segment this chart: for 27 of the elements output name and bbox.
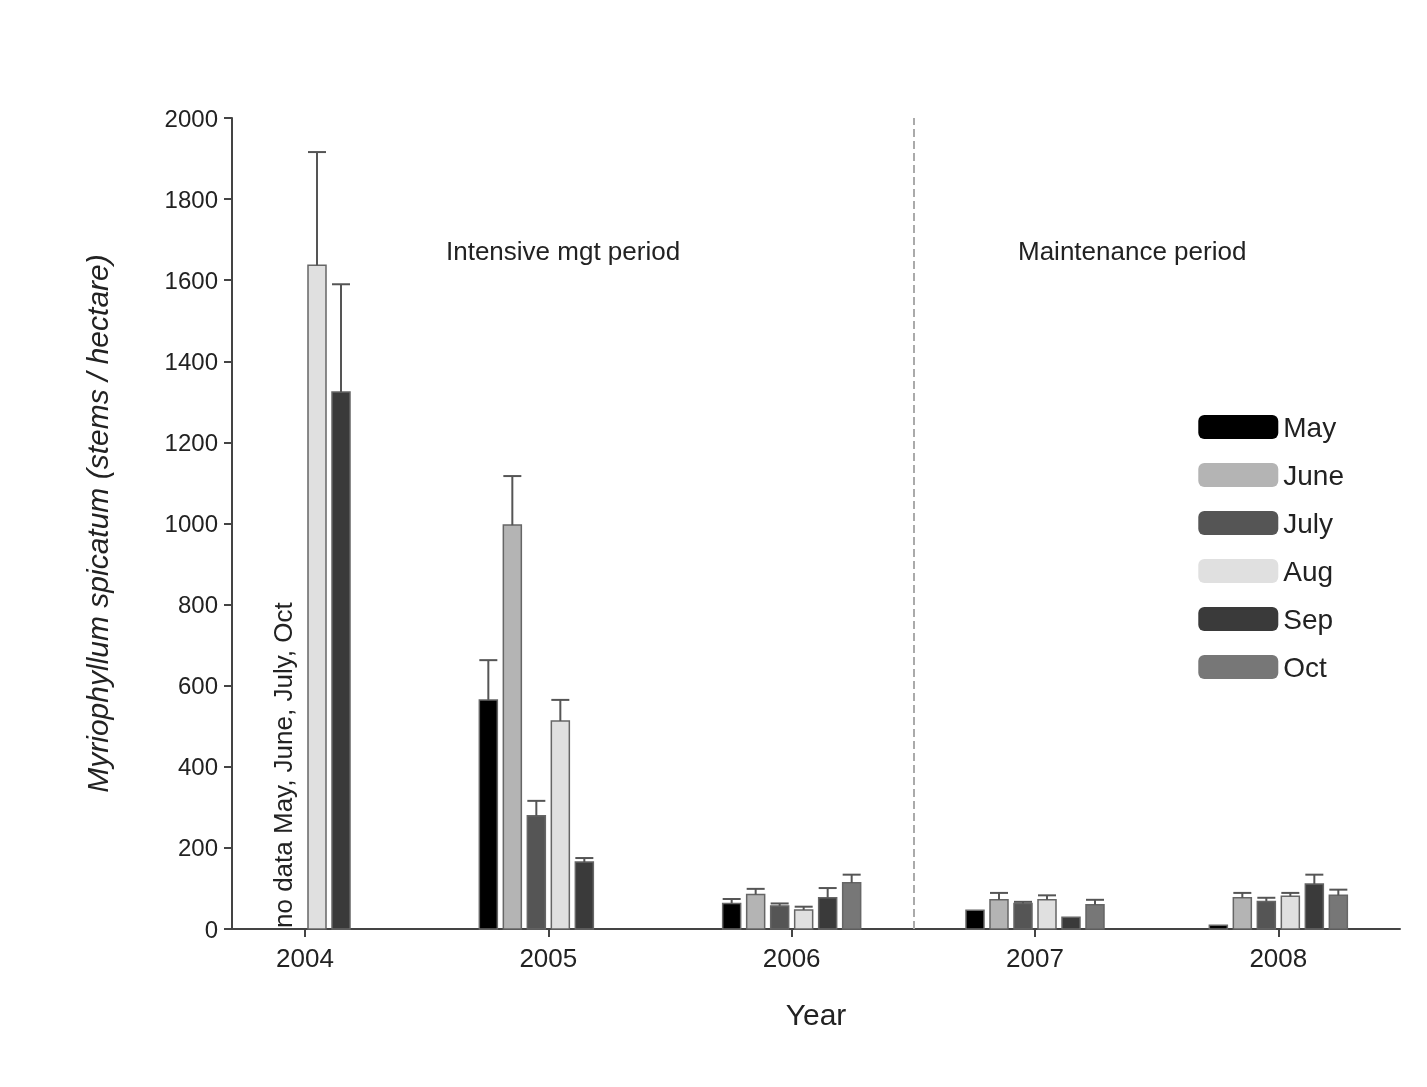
x-tick-label: 2004 [276, 943, 334, 973]
y-axis-title: Myriophyllum spicatum (stems / hectare) [80, 254, 114, 793]
legend-label: July [1283, 507, 1334, 539]
y-tick-label: 600 [177, 672, 218, 700]
annotation: Maintenance period [1018, 236, 1247, 266]
y-tick-label: 1600 [164, 266, 218, 294]
legend-label: Sep [1283, 603, 1334, 635]
x-tick-label: 2005 [519, 943, 578, 973]
y-tick-label: 0 [204, 915, 218, 943]
legend-label: May [1283, 411, 1337, 443]
x-axis-title: Year [785, 997, 847, 1031]
x-tick-label: 2007 [1006, 943, 1064, 973]
y-tick-label: 400 [177, 753, 218, 781]
legend-label: Aug [1283, 555, 1334, 587]
legend-label: Oct [1283, 651, 1328, 683]
y-tick-label: 1000 [164, 510, 218, 537]
annotation: Intensive mgt period [446, 236, 681, 266]
y-tick-label: 1200 [164, 428, 218, 456]
y-tick-label: 200 [177, 834, 218, 862]
y-tick-label: 800 [177, 591, 218, 619]
annotation: no data May, June, July, Oct [268, 601, 298, 928]
x-tick-label: 2008 [1249, 943, 1308, 973]
y-tick-label: 1400 [164, 347, 218, 375]
x-tick-label: 2006 [762, 943, 821, 973]
y-tick-label: 2000 [164, 104, 218, 132]
legend-label: June [1283, 459, 1344, 491]
y-tick-label: 1800 [164, 185, 218, 213]
